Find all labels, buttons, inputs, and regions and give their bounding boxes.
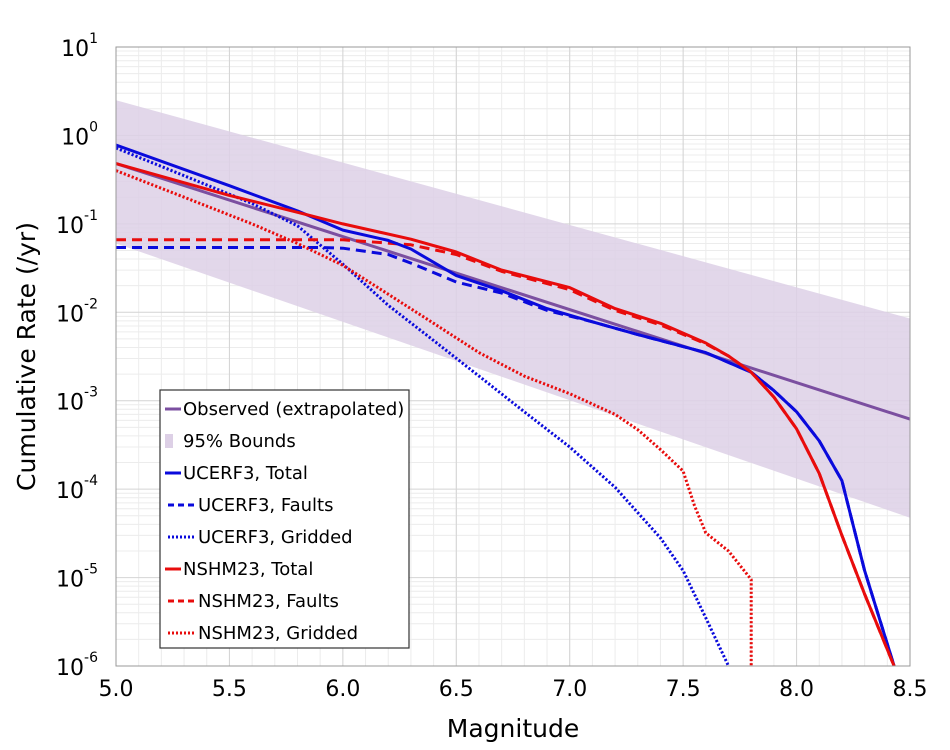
y-tick-label: 100	[61, 119, 98, 150]
plot-area	[116, 100, 910, 666]
series-line-nshm23-gridded	[116, 169, 753, 666]
y-axis: 10-6 10-5 10-4 10-3 10-2 10-1 100 101	[56, 31, 98, 681]
y-tick-label: 10-3	[56, 385, 98, 416]
x-axis: 5.0 5.5 6.0 6.5 7.0 7.5 8.0 8.5	[99, 677, 928, 702]
legend-label: UCERF3, Total	[183, 463, 308, 484]
x-tick-label: 7.0	[552, 677, 587, 702]
legend-item: NSHM23, Gridded	[168, 623, 358, 644]
y-tick-label: 101	[61, 31, 98, 62]
legend-item: UCERF3, Faults	[168, 495, 333, 516]
series-line-ucerf3-total	[116, 143, 896, 666]
legend-item: UCERF3, Total	[165, 463, 308, 484]
x-tick-label: 5.0	[99, 677, 134, 702]
legend-item: 95% Bounds	[165, 431, 296, 452]
legend-label: UCERF3, Gridded	[198, 527, 353, 548]
x-tick-label: 6.5	[439, 677, 474, 702]
x-tick-label: 8.5	[893, 677, 928, 702]
y-tick-label: 10-5	[56, 562, 98, 593]
legend-item: NSHM23, Faults	[168, 591, 339, 612]
y-tick-label: 10-6	[56, 650, 98, 681]
y-tick-label: 10-1	[56, 208, 98, 239]
legend-swatch	[165, 434, 173, 448]
y-tick-label: 10-2	[56, 296, 98, 327]
legend-label: Observed (extrapolated)	[183, 399, 404, 420]
legend-label: UCERF3, Faults	[198, 495, 333, 516]
legend-box	[159, 389, 410, 649]
legend-item: NSHM23, Total	[165, 559, 313, 580]
bounds-band	[116, 100, 910, 518]
series-line-observed-extrapolated	[116, 162, 910, 421]
x-tick-label: 6.0	[325, 677, 360, 702]
legend-label: NSHM23, Total	[183, 559, 313, 580]
series-line-nshm23-total	[116, 162, 896, 666]
legend-label: NSHM23, Gridded	[198, 623, 358, 644]
x-axis-label: Magnitude	[447, 714, 579, 743]
x-tick-label: 8.0	[779, 677, 814, 702]
legend-item: Observed (extrapolated)	[165, 399, 404, 420]
legend-item: UCERF3, Gridded	[168, 527, 353, 548]
legend: Observed (extrapolated) 95% Bounds UCERF3,…	[159, 389, 410, 649]
x-tick-label: 7.5	[666, 677, 701, 702]
legend-label: NSHM23, Faults	[198, 591, 339, 612]
y-axis-label: Cumulative Rate (/yr)	[12, 222, 41, 491]
series-line-ucerf3-gridded	[116, 146, 730, 666]
legend-label: 95% Bounds	[183, 431, 296, 452]
y-tick-label: 10-4	[56, 473, 98, 504]
x-tick-label: 5.5	[212, 677, 247, 702]
plot-frame	[115, 46, 911, 667]
